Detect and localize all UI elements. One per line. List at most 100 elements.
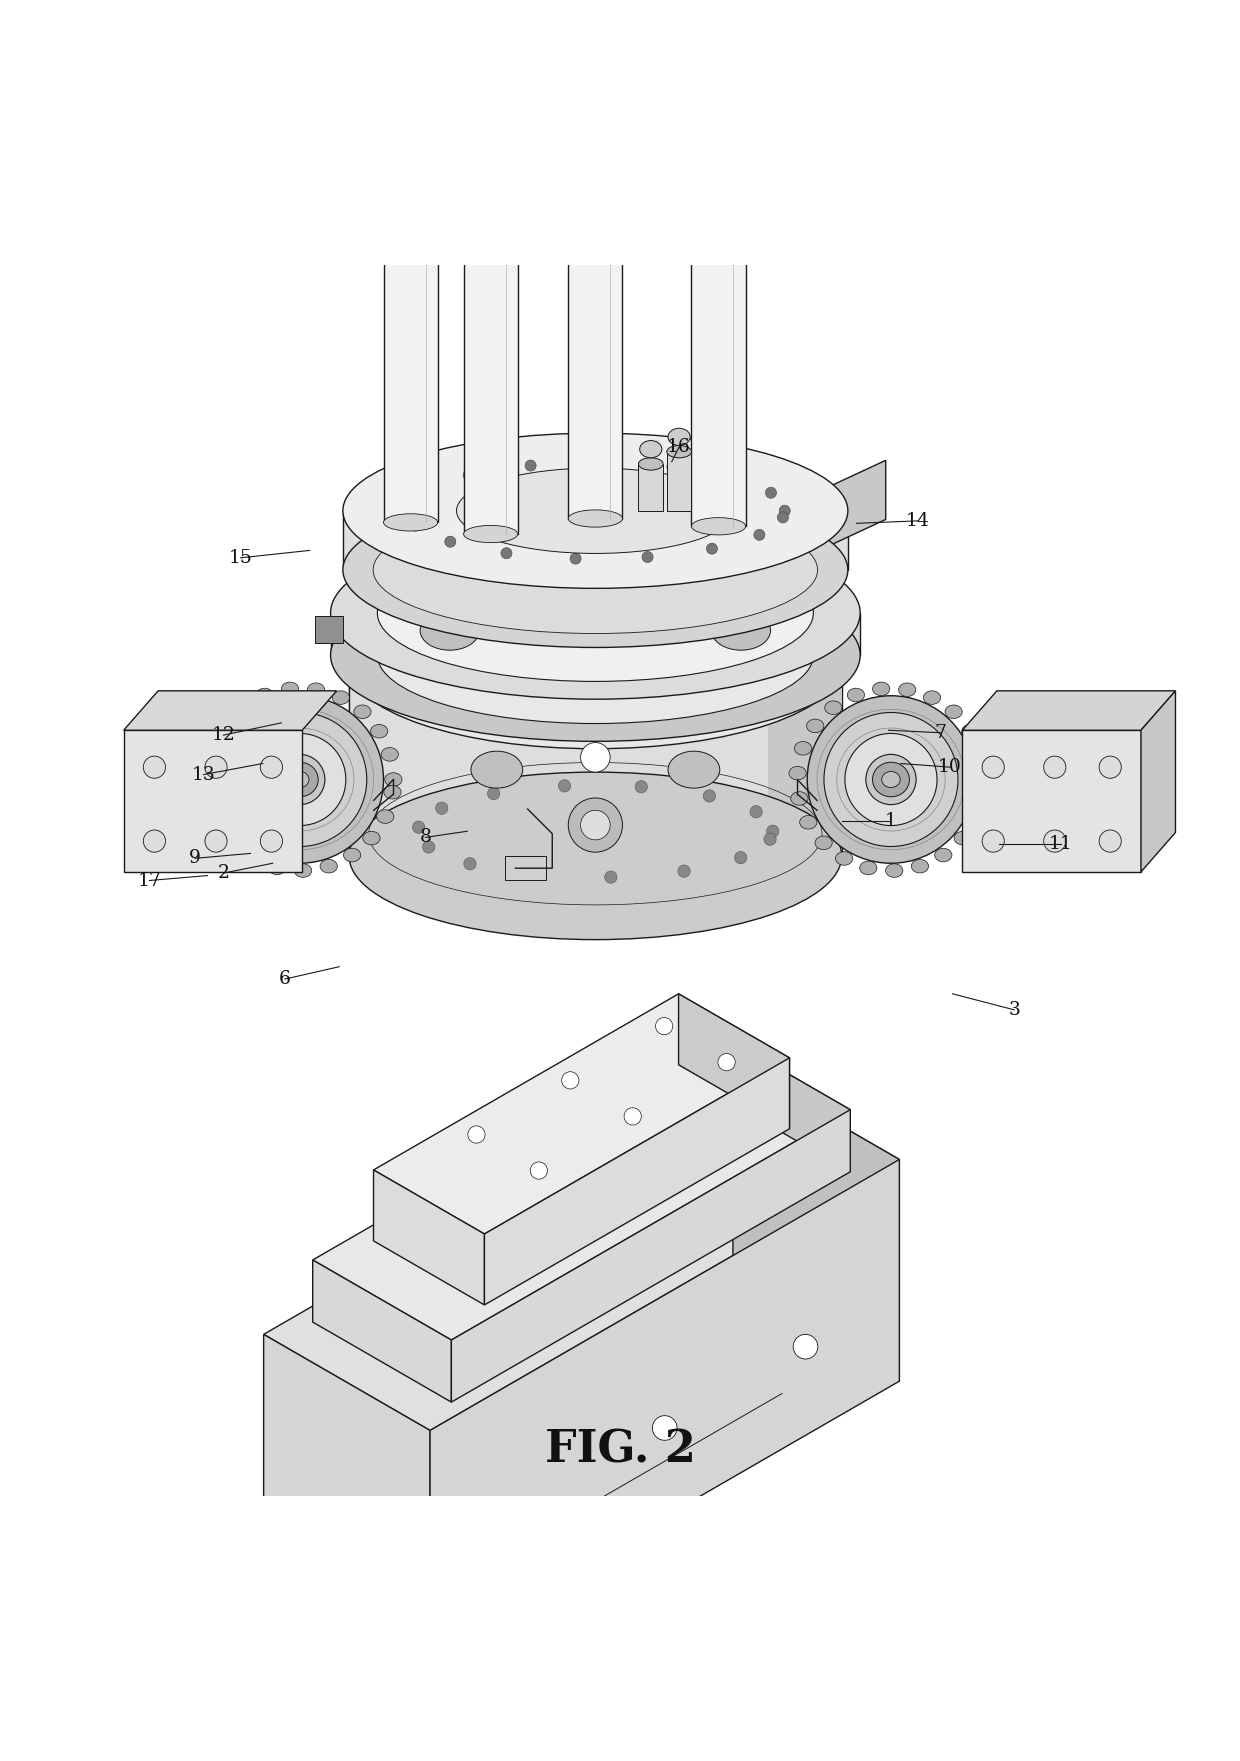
Text: 9: 9 — [190, 849, 201, 868]
Ellipse shape — [294, 865, 311, 877]
Ellipse shape — [464, 525, 518, 542]
Ellipse shape — [640, 440, 662, 458]
Ellipse shape — [353, 704, 371, 718]
Ellipse shape — [815, 836, 832, 849]
Ellipse shape — [699, 190, 738, 203]
Polygon shape — [733, 1064, 899, 1381]
Text: FIG. 2: FIG. 2 — [544, 1428, 696, 1470]
Text: 12: 12 — [212, 726, 236, 745]
Ellipse shape — [223, 836, 241, 849]
Ellipse shape — [269, 861, 285, 875]
Ellipse shape — [791, 792, 808, 805]
Ellipse shape — [836, 852, 853, 865]
Circle shape — [445, 535, 456, 548]
Ellipse shape — [343, 433, 848, 588]
Ellipse shape — [420, 611, 480, 650]
Ellipse shape — [383, 206, 438, 224]
Ellipse shape — [712, 611, 770, 650]
Ellipse shape — [667, 446, 692, 458]
Text: 11: 11 — [1049, 835, 1073, 852]
Polygon shape — [383, 215, 438, 523]
Ellipse shape — [281, 682, 299, 696]
Circle shape — [435, 801, 448, 814]
Circle shape — [205, 755, 227, 778]
Circle shape — [512, 1497, 536, 1522]
Ellipse shape — [381, 748, 398, 761]
Ellipse shape — [924, 690, 941, 704]
Circle shape — [754, 530, 765, 541]
Ellipse shape — [976, 773, 993, 785]
Circle shape — [647, 1166, 665, 1182]
Circle shape — [727, 472, 737, 483]
Text: 3: 3 — [1008, 1000, 1021, 1020]
Ellipse shape — [377, 810, 394, 824]
Circle shape — [742, 1111, 759, 1129]
Circle shape — [596, 458, 608, 468]
Ellipse shape — [392, 210, 429, 222]
Ellipse shape — [847, 689, 864, 703]
Ellipse shape — [290, 771, 309, 787]
Circle shape — [672, 1071, 689, 1088]
Circle shape — [419, 484, 430, 495]
Ellipse shape — [383, 514, 438, 532]
Circle shape — [562, 1072, 579, 1088]
Ellipse shape — [377, 544, 813, 682]
Ellipse shape — [233, 701, 250, 715]
Ellipse shape — [343, 849, 361, 861]
Ellipse shape — [873, 763, 909, 796]
Circle shape — [635, 780, 647, 792]
Ellipse shape — [975, 785, 992, 799]
Circle shape — [982, 755, 1004, 778]
Polygon shape — [667, 451, 692, 511]
Circle shape — [1044, 829, 1066, 852]
Circle shape — [642, 551, 653, 562]
Polygon shape — [712, 1030, 851, 1171]
Ellipse shape — [216, 696, 383, 863]
Polygon shape — [639, 463, 663, 511]
Ellipse shape — [332, 690, 350, 704]
Polygon shape — [124, 731, 303, 872]
Polygon shape — [485, 1058, 790, 1305]
Text: 2: 2 — [217, 865, 229, 882]
Ellipse shape — [859, 861, 877, 875]
Circle shape — [144, 755, 165, 778]
Circle shape — [501, 548, 512, 558]
Ellipse shape — [866, 754, 916, 805]
Text: 17: 17 — [138, 872, 161, 889]
Polygon shape — [264, 1064, 899, 1430]
Circle shape — [667, 461, 678, 472]
Ellipse shape — [885, 865, 903, 877]
Ellipse shape — [568, 511, 622, 527]
Ellipse shape — [331, 569, 861, 741]
Polygon shape — [506, 856, 546, 880]
Ellipse shape — [244, 852, 262, 865]
Text: 13: 13 — [192, 766, 216, 784]
Polygon shape — [348, 666, 842, 856]
Circle shape — [656, 1018, 673, 1035]
Polygon shape — [343, 511, 848, 571]
Ellipse shape — [348, 581, 842, 748]
Ellipse shape — [899, 683, 916, 697]
Polygon shape — [312, 1030, 851, 1340]
Ellipse shape — [343, 493, 848, 648]
Ellipse shape — [348, 771, 842, 940]
Ellipse shape — [577, 116, 614, 129]
Ellipse shape — [384, 785, 401, 799]
Ellipse shape — [371, 724, 388, 738]
Circle shape — [580, 810, 610, 840]
Polygon shape — [373, 993, 790, 1234]
Ellipse shape — [844, 733, 937, 826]
Circle shape — [718, 1053, 735, 1071]
Ellipse shape — [203, 741, 221, 755]
Circle shape — [463, 470, 474, 481]
Ellipse shape — [692, 518, 745, 535]
Polygon shape — [568, 123, 622, 518]
Circle shape — [205, 829, 227, 852]
Ellipse shape — [254, 733, 346, 826]
Ellipse shape — [882, 771, 900, 787]
Circle shape — [777, 512, 789, 523]
Circle shape — [464, 858, 476, 870]
Circle shape — [779, 505, 790, 516]
Circle shape — [652, 1416, 677, 1440]
Ellipse shape — [363, 831, 381, 845]
